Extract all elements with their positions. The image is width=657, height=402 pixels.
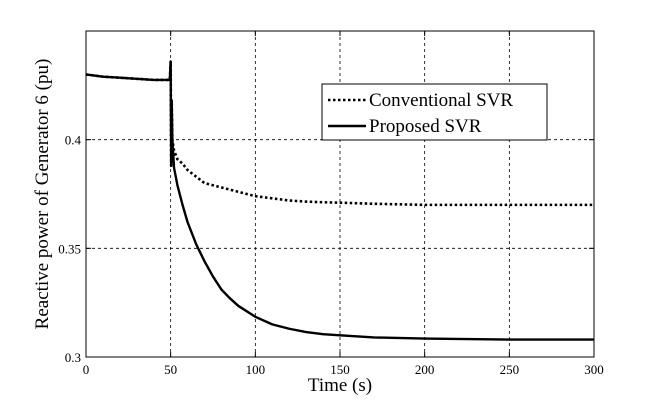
y-tick-label: 0.35: [58, 241, 81, 256]
x-tick-label: 200: [415, 362, 435, 377]
legend-label-proposed-svr: Proposed SVR: [369, 116, 482, 137]
series-layer: [85, 60, 594, 341]
x-axis-label: Time (s): [308, 375, 372, 396]
y-tick-label: 0.3: [65, 350, 81, 365]
y-axis-ticks: 0.3 0.35 0.4: [58, 133, 594, 365]
x-tick-label: 300: [584, 362, 604, 377]
legend: Conventional SVR Proposed SVR: [321, 83, 548, 141]
x-tick-label: 100: [246, 362, 266, 377]
y-tick-label: 0.4: [65, 133, 82, 148]
x-tick-label: 150: [330, 362, 350, 377]
legend-box: [321, 83, 548, 141]
series-line-proposed-svr: [85, 60, 594, 341]
legend-label-conventional-svr: Conventional SVR: [369, 90, 513, 111]
x-tick-label: 50: [164, 362, 177, 377]
x-axis-ticks: 0 50 100 150 200 250 300: [83, 31, 604, 377]
y-axis-label: Reactive power of Generator 6 (pu): [32, 59, 53, 330]
x-tick-label: 250: [500, 362, 520, 377]
x-tick-label: 0: [83, 362, 90, 377]
